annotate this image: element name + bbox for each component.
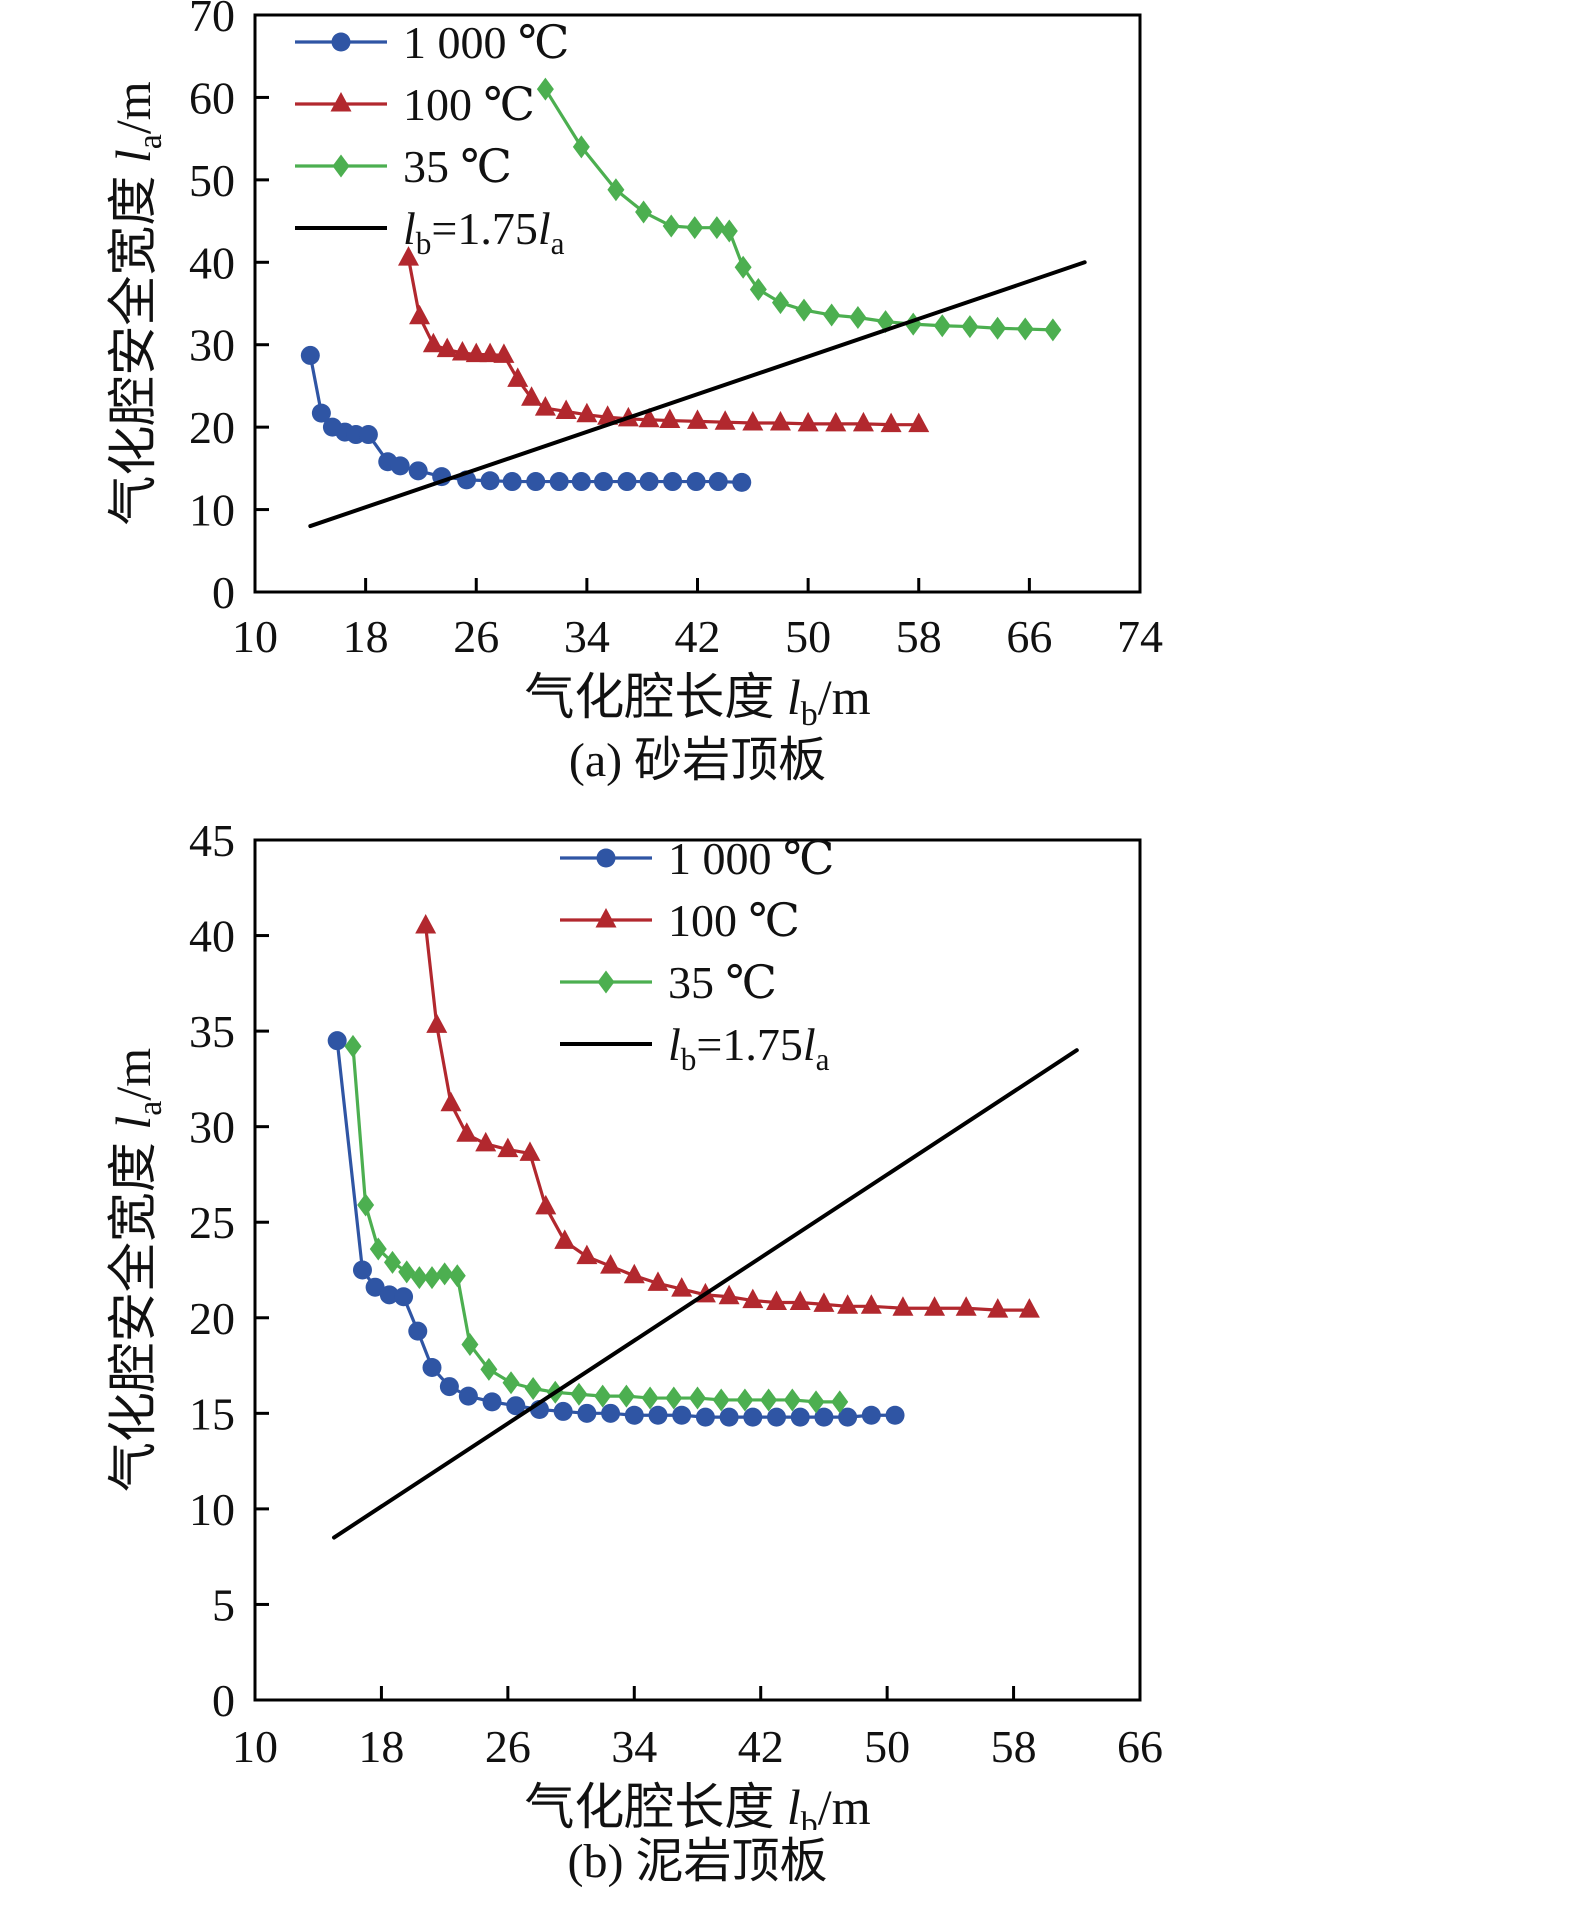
caption-b: (b) 泥岩顶板 <box>567 1835 828 1888</box>
legend-label: lb=1.75la <box>668 1019 830 1077</box>
x-tick-label: 26 <box>453 611 499 662</box>
series-3 <box>308 260 1087 529</box>
series-0 <box>327 1031 905 1427</box>
y-tick-label: 0 <box>212 1675 235 1726</box>
x-tick-label: 66 <box>1117 1721 1163 1772</box>
x-tick-label: 10 <box>232 1721 278 1772</box>
y-tick-label: 10 <box>189 1484 235 1535</box>
axis-ticks: 10 18 26 34 42 50 58 66 0 5 10 15 20 25 30 35 40 45 <box>189 815 1163 1772</box>
y-tick-label: 20 <box>189 402 235 453</box>
series-1 <box>397 246 930 433</box>
y-tick-label: 15 <box>189 1388 235 1439</box>
x-tick-label: 58 <box>991 1721 1037 1772</box>
series-1 <box>415 914 1040 1318</box>
y-axis-label: 气化腔安全宽度 la/m <box>105 1048 169 1492</box>
x-tick-label: 34 <box>564 611 610 662</box>
x-axis-label: 气化腔长度 lb/m <box>524 669 870 730</box>
y-tick-label: 0 <box>212 567 235 618</box>
series-2 <box>344 1034 849 1414</box>
legend-label: 100 ℃ <box>403 79 535 130</box>
x-tick-label: 50 <box>864 1721 910 1772</box>
x-tick-label: 58 <box>896 611 942 662</box>
x-tick-label: 74 <box>1117 611 1163 662</box>
y-tick-label: 10 <box>189 485 235 536</box>
y-tick-label: 40 <box>189 237 235 288</box>
chart-b-svg: 10 18 26 34 42 50 58 66 0 5 10 15 20 25 30 35 40 45 气化腔长度 … <box>105 815 1163 1830</box>
y-tick-label: 25 <box>189 1197 235 1248</box>
y-tick-label: 45 <box>189 815 235 866</box>
x-axis-label: 气化腔长度 lb/m <box>524 1779 870 1830</box>
series-0 <box>300 345 752 492</box>
legend: 1 000 ℃ 100 ℃ 35 ℃ lb=1.75la <box>295 17 569 261</box>
plot-frame <box>253 13 1142 594</box>
x-tick-label: 18 <box>343 611 389 662</box>
y-tick-label: 60 <box>189 72 235 123</box>
y-axis-label: 气化腔安全宽度 la/m <box>105 81 169 525</box>
y-tick-label: 40 <box>189 911 235 962</box>
legend: 1 000 ℃ 100 ℃ 35 ℃ lb=1.75la <box>560 833 834 1077</box>
series-2 <box>536 77 1062 342</box>
x-tick-label: 50 <box>785 611 831 662</box>
y-tick-label: 50 <box>189 155 235 206</box>
y-tick-label: 30 <box>189 1102 235 1153</box>
x-tick-label: 42 <box>675 611 721 662</box>
caption-a: (a) 砂岩顶板 <box>568 734 827 787</box>
y-tick-label: 70 <box>189 0 235 41</box>
y-tick-label: 30 <box>189 320 235 371</box>
x-tick-label: 18 <box>358 1721 404 1772</box>
legend-label: 100 ℃ <box>668 895 800 946</box>
y-tick-label: 20 <box>189 1293 235 1344</box>
legend-label: lb=1.75la <box>403 203 565 261</box>
series-3 <box>332 1048 1079 1540</box>
y-tick-label: 5 <box>212 1579 235 1630</box>
legend-label: 1 000 ℃ <box>668 833 834 884</box>
chart-b-canvas: 10 18 26 34 42 50 58 66 0 5 10 15 20 25 30 35 40 45 气化腔长度 … <box>0 800 1575 1830</box>
plot-frame <box>253 838 1142 1702</box>
x-tick-label: 26 <box>485 1721 531 1772</box>
legend-label: 35 ℃ <box>668 957 777 1008</box>
x-tick-label: 66 <box>1006 611 1052 662</box>
chart-a-canvas: 10 18 26 34 42 50 58 66 74 0 10 20 30 40 50 60 70 气化腔长度 l… <box>0 0 1575 730</box>
legend-label: 1 000 ℃ <box>403 17 569 68</box>
y-tick-label: 35 <box>189 1006 235 1057</box>
figure-panel-a: 10 18 26 34 42 50 58 66 74 0 10 20 30 40 50 60 70 气化腔长度 l… <box>0 0 1575 800</box>
figure-panel-b: 10 18 26 34 42 50 58 66 0 5 10 15 20 25 30 35 40 45 气化腔长度 … <box>0 800 1575 1906</box>
x-tick-label: 34 <box>611 1721 657 1772</box>
x-tick-label: 42 <box>738 1721 784 1772</box>
x-tick-label: 10 <box>232 611 278 662</box>
legend-label: 35 ℃ <box>403 141 512 192</box>
